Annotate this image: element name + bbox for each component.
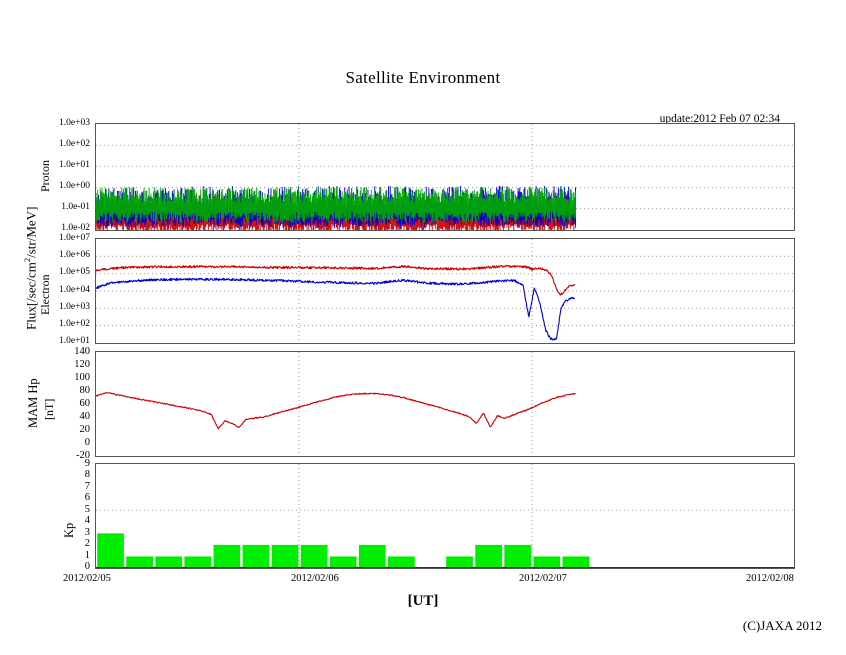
- proton-plot: [96, 124, 794, 230]
- kp-bar: [562, 556, 590, 568]
- kp-gridlines: [96, 464, 794, 568]
- kp-bar: [300, 544, 328, 568]
- electron-panel: [95, 238, 795, 344]
- kp-bar: [329, 556, 357, 568]
- kp-bar: [242, 544, 270, 568]
- xtick-0: 2012/02/05: [63, 573, 111, 584]
- kp-ytick-1: 8: [84, 469, 90, 480]
- mam-panel-label: MAM Hp: [26, 378, 40, 428]
- kp-ytick-6: 3: [84, 527, 90, 538]
- kp-ytick-2: 7: [84, 481, 90, 492]
- proton-ytick-0: 1.0e+03: [59, 118, 90, 128]
- kp-bar: [533, 556, 561, 568]
- proton-ytick-1: 1.0e+02: [59, 139, 90, 149]
- kp-bar: [184, 556, 212, 568]
- proton-ytick-5: 1.0e-02: [61, 223, 90, 233]
- kp-bar: [97, 533, 124, 568]
- kp-bar: [155, 556, 183, 568]
- flux-label-main: Flux[/sec/cm: [23, 262, 39, 330]
- kp-ytick-8: 1: [84, 550, 90, 561]
- kp-bar: [446, 556, 473, 568]
- kp-bar-series: [97, 533, 590, 568]
- kp-bar: [213, 544, 241, 568]
- mam-ytick-7: 0: [84, 437, 90, 448]
- xtick-3: 2012/02/08: [746, 573, 794, 584]
- mam-gridlines: [298, 352, 533, 456]
- electron-plot: [96, 239, 794, 343]
- electron-flux-traces: [96, 264, 576, 341]
- kp-bar: [358, 544, 386, 568]
- mam-ytick-3: 80: [79, 385, 91, 396]
- mam-hp-trace: [96, 392, 576, 430]
- xtick-2: 2012/02/07: [519, 573, 567, 584]
- electron-ytick-6: 1.0e+01: [59, 336, 90, 346]
- kp-ytick-4: 5: [84, 504, 90, 515]
- mam-ytick-1: 120: [74, 359, 90, 370]
- xaxis-title: [UT]: [407, 593, 439, 609]
- kp-bar: [388, 556, 415, 568]
- mam-ytick-2: 100: [74, 372, 90, 383]
- flux-label-sup: 2: [22, 257, 32, 263]
- proton-ytick-2: 1.0e+01: [59, 160, 90, 170]
- mam-ytick-0: 140: [74, 346, 90, 357]
- mam-hp-panel: [95, 351, 795, 457]
- electron-ytick-3: 1.0e+04: [59, 285, 90, 295]
- electron-ytick-2: 1.0e+05: [59, 267, 90, 277]
- proton-noise-traces: [96, 185, 577, 230]
- kp-bar: [504, 544, 532, 568]
- flux-label-tail: /str/MeV]: [23, 206, 39, 258]
- page-title: Satellite Environment: [345, 68, 501, 87]
- kp-ytick-3: 6: [84, 492, 90, 503]
- electron-ytick-4: 1.0e+03: [59, 302, 90, 312]
- kp-ytick-0: 9: [84, 458, 90, 469]
- mam-ytick-6: 20: [79, 424, 91, 435]
- proton-ytick-3: 1.0e+00: [59, 181, 90, 191]
- mam-ytick-4: 60: [79, 398, 91, 409]
- proton-panel: [95, 123, 795, 231]
- electron-gridlines: [96, 239, 794, 343]
- kp-bar: [126, 556, 153, 568]
- update-timestamp: update:2012 Feb 07 02:34: [659, 113, 780, 125]
- kp-ytick-9: 0: [84, 561, 90, 572]
- copyright-notice: (C)JAXA 2012: [742, 618, 822, 633]
- mam-ytick-8: -20: [76, 450, 90, 461]
- kp-ytick-7: 2: [84, 538, 90, 549]
- kp-panel: [95, 463, 795, 569]
- mam-ytick-5: 40: [79, 411, 91, 422]
- kp-bar: [475, 544, 502, 568]
- electron-ytick-1: 1.0e+06: [59, 250, 90, 260]
- kp-ytick-5: 4: [84, 515, 90, 526]
- proton-ytick-4: 1.0e-01: [61, 202, 90, 212]
- electron-ytick-5: 1.0e+02: [59, 319, 90, 329]
- kp-bar: [271, 544, 299, 568]
- kp-plot: [96, 464, 794, 568]
- electron-ytick-0: 1.0e+07: [59, 233, 90, 243]
- flux-axis-label: Flux[/sec/cm2/str/MeV]: [22, 207, 39, 330]
- mam-hp-plot: [96, 352, 576, 456]
- xtick-1: 2012/02/06: [291, 573, 339, 584]
